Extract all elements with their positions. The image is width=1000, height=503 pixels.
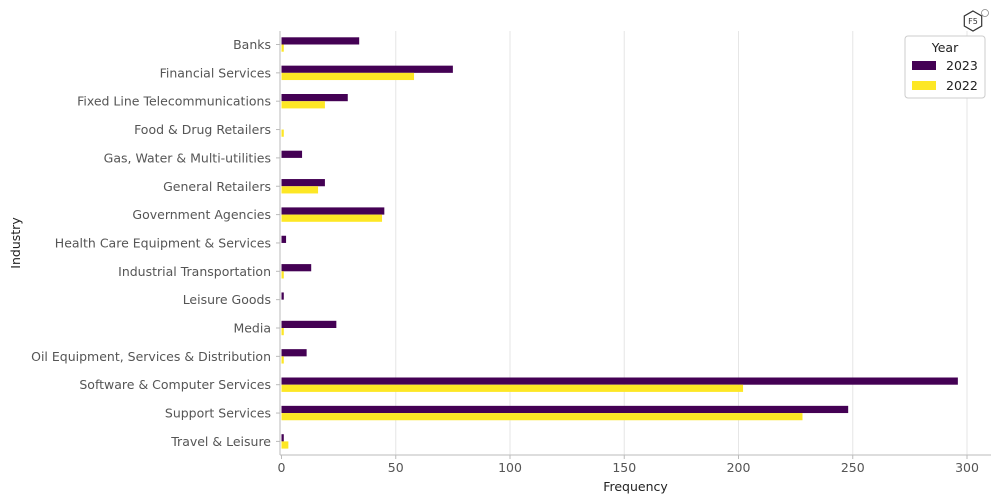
bar-2023 bbox=[281, 179, 325, 187]
bar-2023 bbox=[281, 377, 958, 385]
y-tick-label: Industrial Transportation bbox=[118, 264, 271, 279]
y-tick-label: Financial Services bbox=[160, 65, 271, 80]
bar-2022 bbox=[281, 384, 744, 392]
legend-swatch bbox=[912, 61, 936, 70]
bar-2022 bbox=[281, 129, 284, 137]
y-tick-label: Banks bbox=[233, 37, 271, 52]
y-tick-label: Media bbox=[233, 321, 271, 336]
bar-2023 bbox=[281, 292, 284, 300]
y-tick-label: General Retailers bbox=[163, 179, 271, 194]
bar-2022 bbox=[281, 44, 284, 52]
y-tick-label: Gas, Water & Multi-utilities bbox=[104, 150, 271, 165]
x-tick-label: 100 bbox=[498, 460, 522, 475]
logo-text: F5 bbox=[968, 17, 978, 26]
bar-2023 bbox=[281, 434, 284, 442]
y-tick-label: Food & Drug Retailers bbox=[134, 122, 271, 137]
legend-label: 2023 bbox=[946, 58, 978, 73]
y-tick-label: Travel & Leisure bbox=[170, 434, 271, 449]
legend-swatch bbox=[912, 81, 936, 90]
y-tick-label: Leisure Goods bbox=[183, 292, 271, 307]
badge-icon bbox=[981, 9, 989, 17]
bar-2023 bbox=[281, 94, 348, 102]
bar-2023 bbox=[281, 65, 453, 73]
bar-2023 bbox=[281, 37, 360, 45]
x-tick-label: 200 bbox=[727, 460, 751, 475]
bar-2022 bbox=[281, 72, 415, 81]
axes: 0 50 100 150 200 250 300 Banks Financial Service… bbox=[31, 31, 991, 475]
bar-2023 bbox=[281, 349, 307, 357]
bar-2023 bbox=[281, 405, 849, 414]
legend-title: Year bbox=[931, 40, 959, 55]
bar-2022 bbox=[281, 356, 284, 364]
bar-2022 bbox=[281, 214, 383, 222]
legend: Year 2023 2022 bbox=[904, 35, 986, 99]
bar-2022 bbox=[281, 101, 325, 109]
bar-2023 bbox=[281, 235, 287, 243]
y-tick-label: Government Agencies bbox=[132, 207, 271, 222]
y-tick-label: Support Services bbox=[165, 406, 271, 421]
hexagon-icon bbox=[963, 10, 983, 32]
bar-2023 bbox=[281, 320, 337, 328]
bar-2023 bbox=[281, 150, 303, 158]
y-tick-label: Oil Equipment, Services & Distribution bbox=[31, 349, 271, 364]
bar-2022 bbox=[281, 271, 284, 279]
y-tick-label: Fixed Line Telecommunications bbox=[77, 94, 271, 109]
bar-2023 bbox=[281, 207, 385, 215]
bar-2023 bbox=[281, 264, 312, 272]
x-axis-title: Frequency bbox=[603, 479, 668, 494]
y-tick-label: Software & Computer Services bbox=[79, 377, 271, 392]
x-tick-label: 50 bbox=[388, 460, 404, 475]
x-tick-label: 250 bbox=[841, 460, 865, 475]
y-axis-title: Industry bbox=[8, 217, 23, 269]
y-tick-label: Health Care Equipment & Services bbox=[55, 235, 271, 250]
bar-2022 bbox=[281, 413, 803, 421]
bars bbox=[281, 37, 958, 449]
bar-2022 bbox=[281, 186, 319, 194]
x-tick-label: 150 bbox=[612, 460, 636, 475]
x-tick-label: 0 bbox=[278, 460, 286, 475]
bar-2022 bbox=[281, 441, 289, 449]
legend-label: 2022 bbox=[946, 78, 978, 93]
f5-logo: F5 bbox=[963, 9, 989, 32]
bar-2022 bbox=[281, 328, 284, 336]
x-tick-label: 300 bbox=[955, 460, 979, 475]
